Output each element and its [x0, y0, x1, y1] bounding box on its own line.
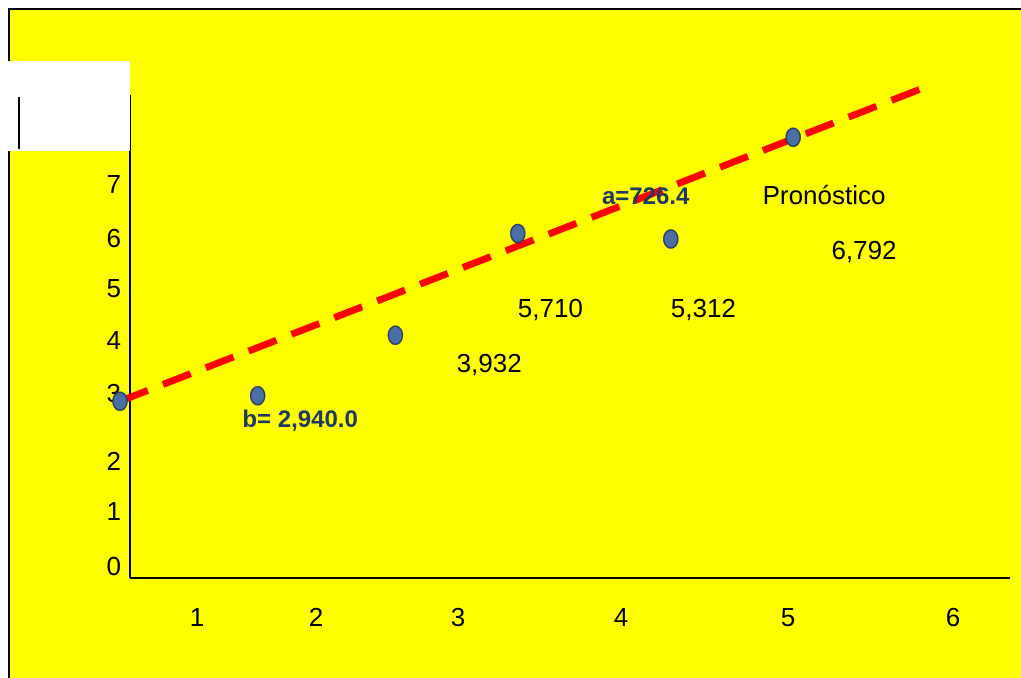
annotation-v1: 3,932: [457, 348, 522, 378]
x-tick-label: 6: [946, 602, 960, 632]
annotation-b: b= 2,940.0: [242, 406, 357, 433]
data-point: [112, 391, 128, 411]
x-tick-label: 4: [614, 602, 628, 632]
trendline: [118, 81, 933, 405]
trendline-layer: [118, 81, 933, 405]
annotation-v2: 5,710: [518, 293, 583, 323]
x-tick-labels: 1 2 3 4 5 6: [190, 602, 960, 632]
cover-box: [0, 61, 130, 151]
x-tick-label: 2: [309, 602, 323, 632]
y-tick-label: 7: [107, 169, 121, 199]
cover-bar: [18, 97, 20, 149]
data-point: [663, 229, 679, 249]
y-tick-label: 2: [107, 446, 121, 476]
y-tick-label: 6: [107, 223, 121, 253]
annotation-a: a=726.4: [602, 183, 690, 210]
data-point: [510, 223, 526, 244]
y-tick-label: 4: [107, 325, 121, 355]
y-tick-label: 5: [107, 273, 121, 303]
data-point: [387, 325, 404, 345]
x-tick-label: 1: [190, 602, 204, 632]
annotation-v3: 5,312: [671, 293, 736, 323]
y-tick-label: 0: [107, 551, 121, 581]
x-tick-label: 3: [451, 602, 465, 632]
y-tick-label: 1: [107, 496, 121, 526]
x-tick-label: 5: [781, 602, 795, 632]
annotation-p: Pronóstico: [763, 180, 886, 210]
y-tick-labels: 012345678: [107, 117, 121, 581]
annotations: b= 2,940.0 3,932 5,710 5,312 a=726.4 Pronósti…: [242, 180, 896, 433]
data-point: [785, 127, 801, 147]
chart-frame: [8, 8, 1021, 678]
annotation-f: 6,792: [831, 235, 896, 265]
data-point: [249, 386, 266, 406]
data-points: [112, 127, 801, 411]
